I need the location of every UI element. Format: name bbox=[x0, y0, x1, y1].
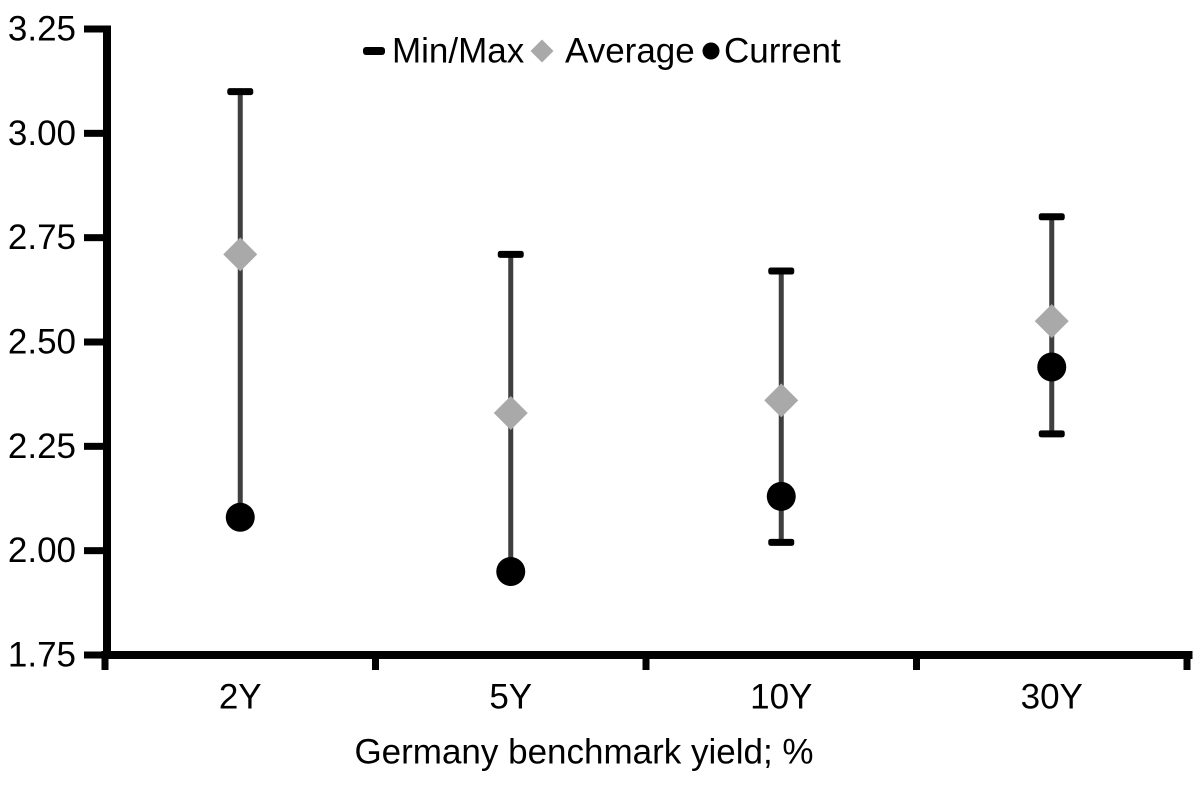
x-axis-tick bbox=[642, 651, 650, 670]
y-axis-tick bbox=[84, 651, 105, 659]
max-cap-10Y bbox=[768, 267, 795, 275]
y-axis-line bbox=[103, 25, 111, 659]
minmax-dash-icon bbox=[363, 47, 385, 55]
average-marker-5Y bbox=[493, 395, 528, 430]
y-axis-tick bbox=[84, 129, 105, 137]
current-circle-icon bbox=[702, 42, 720, 60]
y-axis-tick bbox=[84, 25, 105, 33]
min-cap-30Y bbox=[1038, 430, 1065, 438]
current-marker-30Y bbox=[1037, 352, 1067, 382]
max-cap-5Y bbox=[497, 250, 524, 258]
y-tick-label: 2.00 bbox=[8, 531, 76, 570]
x-axis-tick bbox=[372, 651, 379, 670]
min-cap-10Y bbox=[768, 538, 795, 546]
x-tick-label-10Y: 10Y bbox=[750, 678, 812, 717]
x-axis-ticks: 2Y 5Y 10Y 30Y bbox=[101, 651, 1191, 717]
max-cap-2Y bbox=[227, 88, 254, 96]
legend-current-label: Current bbox=[724, 32, 841, 71]
x-axis-tick bbox=[101, 651, 109, 670]
average-diamond-icon bbox=[530, 39, 554, 63]
y-tick-label: 3.00 bbox=[8, 114, 76, 153]
x-tick-label-5Y: 5Y bbox=[489, 678, 532, 717]
max-cap-30Y bbox=[1038, 213, 1065, 221]
plot-area bbox=[223, 88, 1069, 587]
legend-minmax-label: Min/Max bbox=[392, 32, 525, 71]
y-axis-tick bbox=[84, 234, 105, 242]
current-marker-2Y bbox=[225, 502, 255, 532]
x-axis-tick bbox=[1183, 651, 1191, 670]
x-tick-label-30Y: 30Y bbox=[1021, 678, 1083, 717]
x-axis-title: Germany benchmark yield; % bbox=[354, 733, 813, 772]
x-tick-label-2Y: 2Y bbox=[219, 678, 262, 717]
y-tick-label: 2.75 bbox=[8, 218, 76, 257]
y-tick-label: 3.25 bbox=[8, 10, 76, 49]
x-axis-tick bbox=[913, 651, 920, 670]
y-tick-label: 2.25 bbox=[8, 427, 76, 466]
current-marker-10Y bbox=[766, 481, 796, 511]
average-marker-30Y bbox=[1034, 304, 1069, 339]
axes: 3.25 3.00 2.75 2.50 2.25 2.00 1.75 2Y 5Y 10Y 30Y bbox=[8, 10, 1193, 717]
y-axis-tick bbox=[84, 547, 105, 555]
average-marker-10Y bbox=[764, 383, 799, 418]
y-axis-ticks: 3.25 3.00 2.75 2.50 2.25 2.00 1.75 bbox=[8, 10, 105, 675]
average-marker-2Y bbox=[223, 237, 258, 272]
current-marker-5Y bbox=[496, 557, 526, 587]
y-axis-tick bbox=[84, 442, 105, 450]
y-tick-label: 2.50 bbox=[8, 323, 76, 362]
legend-average-label: Average bbox=[565, 32, 695, 71]
legend: Min/Max Average Current bbox=[363, 32, 841, 71]
y-axis-tick bbox=[84, 338, 105, 346]
y-tick-label: 1.75 bbox=[8, 636, 76, 675]
